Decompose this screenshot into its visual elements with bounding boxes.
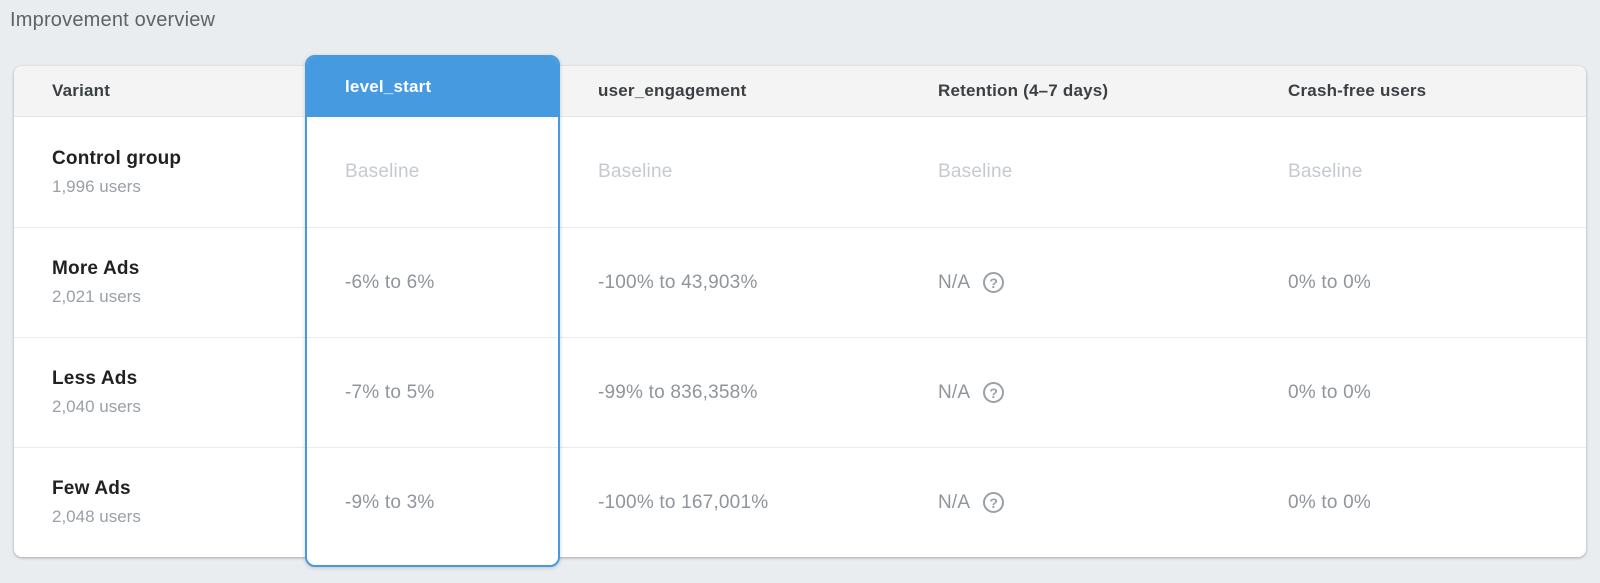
cell-level-start: -6% to 6% <box>307 227 558 337</box>
help-icon[interactable]: ? <box>983 382 1005 403</box>
retention-value: N/A <box>938 381 971 403</box>
column-header-user-engagement[interactable]: user_engagement <box>598 81 747 100</box>
cell-crash-free-users: 0% to 0% <box>1288 491 1371 513</box>
column-header-crash-free-users[interactable]: Crash-free users <box>1288 81 1427 100</box>
variant-cell: More Ads 2,021 users <box>14 228 305 337</box>
cell-user-engagement: -100% to 43,903% <box>598 271 758 293</box>
cell-level-start: Baseline <box>345 161 420 182</box>
cell-retention: Baseline <box>938 161 1013 182</box>
variant-cell: Control group 1,996 users <box>14 117 305 227</box>
column-header-retention[interactable]: Retention (4–7 days) <box>938 81 1109 100</box>
cell-level-start: -9% to 3% <box>307 447 558 557</box>
cell-user-engagement: -99% to 836,358% <box>598 381 758 403</box>
variant-user-count: 1,996 users <box>52 176 141 196</box>
variant-name: Few Ads <box>52 478 131 499</box>
variant-user-count: 2,021 users <box>52 287 141 306</box>
cell-retention: N/A ? <box>900 448 1250 557</box>
variant-name: Less Ads <box>52 368 138 389</box>
table-row: Less Ads 2,040 users -99% to 836,358% N/… <box>14 337 1586 447</box>
retention-value: N/A <box>938 491 971 513</box>
column-header-variant: Variant <box>52 81 111 100</box>
improvement-table-card: Variant user_engagement Retention (4–7 d… <box>14 66 1586 557</box>
variant-user-count: 2,048 users <box>52 507 141 526</box>
selected-metric-column: level_start Baseline -6% to 6% -7% to 5%… <box>305 55 560 567</box>
table-row: More Ads 2,021 users -100% to 43,903% N/… <box>14 227 1586 337</box>
help-icon[interactable]: ? <box>983 272 1005 293</box>
variant-cell: Less Ads 2,040 users <box>14 338 305 447</box>
cell-crash-free-users: Baseline <box>1288 161 1363 182</box>
page-title: Improvement overview <box>10 9 216 31</box>
table-row: Control group 1,996 users Baseline Basel… <box>14 117 1586 227</box>
cell-retention: N/A ? <box>900 338 1250 447</box>
table-header-row: Variant user_engagement Retention (4–7 d… <box>14 66 1586 117</box>
cell-level-start: -7% to 5% <box>307 337 558 447</box>
variant-user-count: 2,040 users <box>52 397 141 416</box>
cell-crash-free-users: 0% to 0% <box>1288 381 1371 403</box>
variant-cell: Few Ads 2,048 users <box>14 448 305 557</box>
column-header-level-start-selected[interactable]: level_start <box>307 57 558 117</box>
cell-user-engagement: -100% to 167,001% <box>598 491 769 513</box>
cell-crash-free-users: 0% to 0% <box>1288 271 1371 293</box>
variant-name: More Ads <box>52 258 140 279</box>
cell-user-engagement: Baseline <box>598 161 673 182</box>
table-row: Few Ads 2,048 users -100% to 167,001% N/… <box>14 447 1586 557</box>
cell-retention: N/A ? <box>900 228 1250 337</box>
variant-name: Control group <box>52 147 182 169</box>
retention-value: N/A <box>938 271 971 293</box>
help-icon[interactable]: ? <box>983 492 1005 513</box>
